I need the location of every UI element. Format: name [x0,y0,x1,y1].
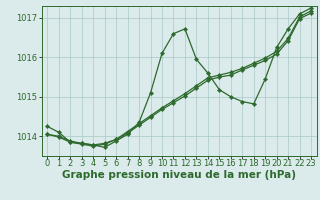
X-axis label: Graphe pression niveau de la mer (hPa): Graphe pression niveau de la mer (hPa) [62,170,296,180]
